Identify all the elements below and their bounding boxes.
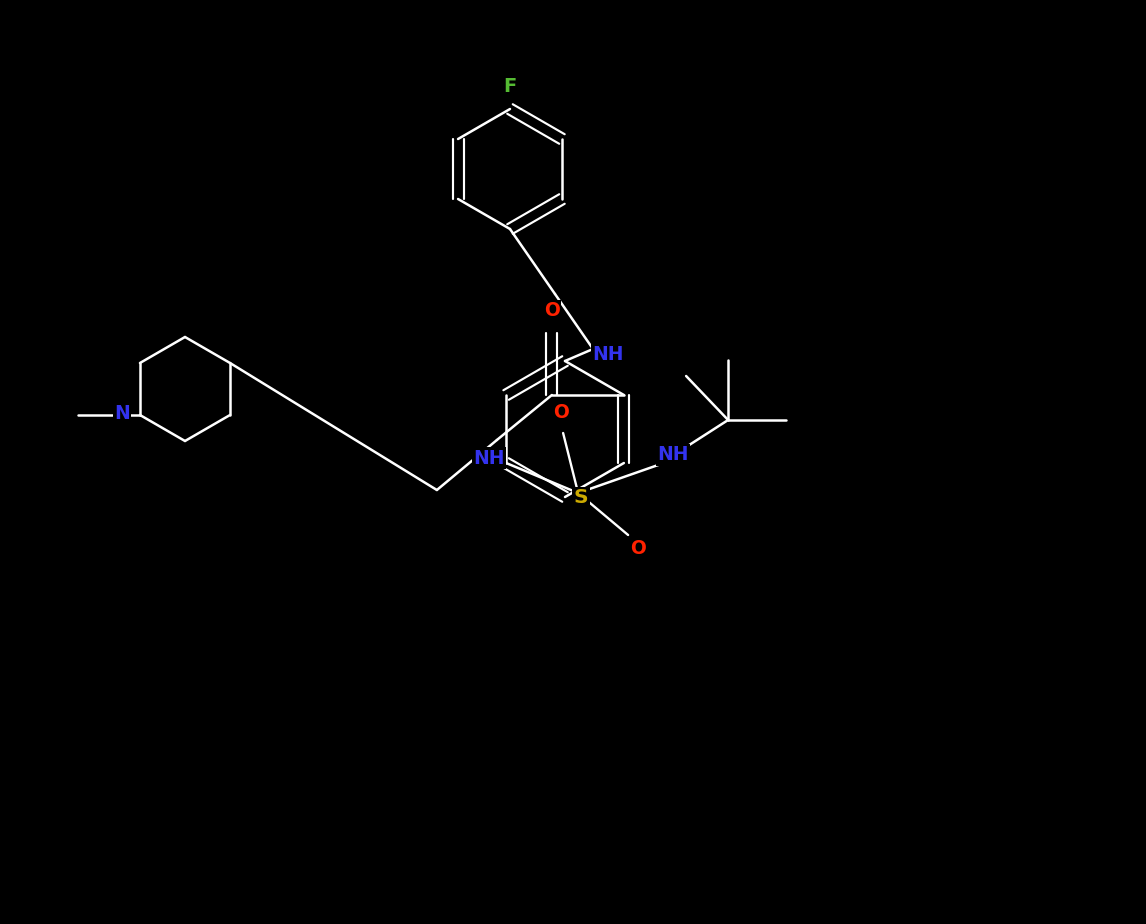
Text: O: O <box>630 540 646 558</box>
Text: NH: NH <box>592 345 623 363</box>
Text: O: O <box>544 301 560 321</box>
Text: F: F <box>503 78 517 96</box>
Text: O: O <box>554 403 570 421</box>
Text: N: N <box>115 404 129 422</box>
Text: NH: NH <box>473 448 504 468</box>
Text: NH: NH <box>658 445 689 465</box>
Text: S: S <box>574 489 588 507</box>
